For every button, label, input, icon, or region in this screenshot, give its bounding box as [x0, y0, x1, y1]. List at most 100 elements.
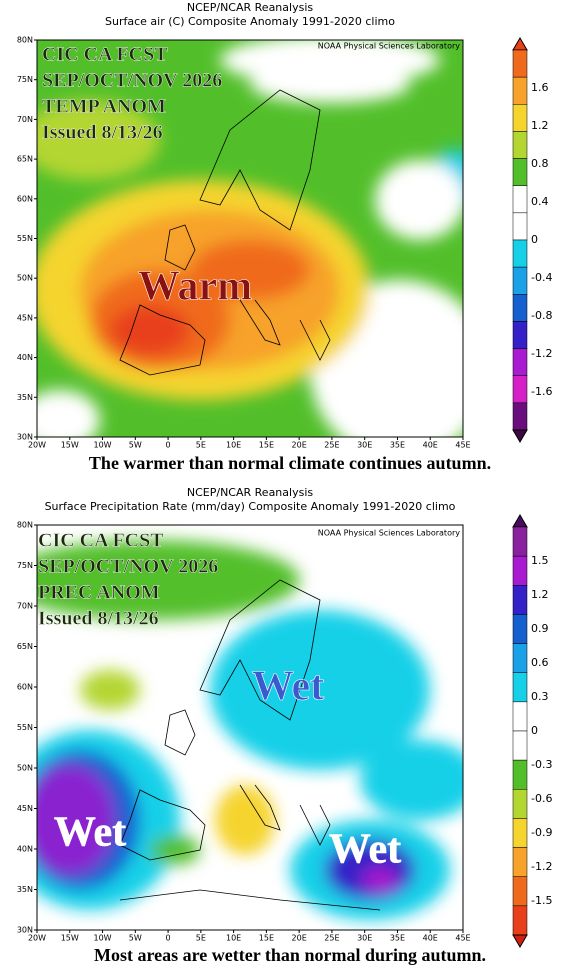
credit: NOAA Physical Sciences Laboratory [318, 42, 461, 51]
colorbar-segment [512, 185, 528, 214]
colorbar-label: -1.2 [531, 347, 552, 360]
lat-label: 70N [17, 115, 33, 124]
lat-label: 70N [17, 602, 33, 611]
colorbar-segment [512, 789, 528, 819]
lon-label: 0 [166, 441, 171, 450]
colorbar-segment [512, 49, 528, 78]
forecast-label: Issued 8/13/26 [42, 122, 163, 144]
colorbar-segment [512, 585, 528, 615]
lon-label: 30E [357, 441, 372, 450]
lat-label: 75N [17, 561, 33, 570]
lon-label: 35E [390, 934, 405, 943]
colorbar-segment [512, 701, 528, 732]
lon-label: 45E [455, 934, 470, 943]
colorbar-label: -0.9 [531, 826, 552, 839]
coastlines [119, 89, 381, 911]
lat-label: 35N [17, 393, 33, 402]
forecast-label: CIC CA FCST [38, 530, 164, 552]
lon-label: 5W [129, 934, 142, 943]
colorbar-label: 1.6 [531, 81, 549, 94]
lat-label: 45N [17, 313, 33, 322]
lat-label: 55N [17, 723, 33, 732]
colorbar-cap [512, 934, 528, 948]
colorbar-label: -1.2 [531, 860, 552, 873]
colorbar-cap [512, 37, 528, 51]
colorbar-segment [512, 104, 528, 132]
header: NCEP/NCAR Reanalysis [187, 486, 313, 499]
lon-label: 40E [423, 441, 438, 450]
lat-label: 60N [17, 683, 33, 692]
colorbar-segment [512, 847, 528, 877]
colorbar-segment [512, 239, 528, 268]
colorbar-label: -0.4 [531, 271, 552, 284]
lon-label: 25E [324, 934, 339, 943]
colorbar-label: 0.6 [531, 656, 549, 669]
lon-label: 20E [292, 441, 307, 450]
colorbar-label: 0.3 [531, 690, 549, 703]
lon-label: 25E [324, 441, 339, 450]
colorbar-segment [512, 131, 528, 159]
caption: Most areas are wetter than normal during… [94, 945, 486, 965]
colorbar-segment [512, 266, 528, 295]
caption: The warmer than normal climate continues… [89, 453, 491, 473]
colorbar-label: 0 [531, 724, 538, 737]
lat-label: 80N [17, 36, 33, 45]
colorbar-label: -0.6 [531, 792, 552, 805]
colorbar-cap [512, 429, 528, 443]
region-label: Wet [252, 664, 324, 710]
colorbar-label: 1.2 [531, 119, 549, 132]
colorbar-label: 0.4 [531, 195, 549, 208]
lat-label: 55N [17, 234, 33, 243]
lon-label: 10E [226, 441, 241, 450]
lon-label: 20E [292, 934, 307, 943]
colorbar-segment [512, 158, 528, 186]
colorbar-label: -1.5 [531, 894, 552, 907]
colorbar-label: 1.2 [531, 588, 549, 601]
lat-label: 30N [17, 433, 33, 442]
lon-label: 30E [357, 934, 372, 943]
forecast-label: PREC ANOM [38, 582, 160, 604]
lat-label: 45N [17, 804, 33, 813]
colorbar-segment [512, 643, 528, 673]
lat-label: 60N [17, 194, 33, 203]
credit: NOAA Physical Sciences Laboratory [318, 529, 461, 538]
colorbar-segment [512, 614, 528, 644]
colorbar-segment [512, 526, 528, 557]
lat-label: 80N [17, 521, 33, 530]
colorbar-label: -0.8 [531, 309, 552, 322]
temperature-map [37, 40, 463, 437]
lat-label: 40N [17, 353, 33, 362]
lon-label: 15E [259, 441, 274, 450]
colorbar-label: -1.6 [531, 385, 552, 398]
colorbar-segment [512, 818, 528, 848]
lat-label: 30N [17, 926, 33, 935]
lon-label: 10E [226, 934, 241, 943]
colorbar-segment [512, 294, 528, 322]
colorbar-segment [512, 876, 528, 907]
lon-label: 45E [455, 441, 470, 450]
colorbar-segment [512, 905, 528, 936]
colorbar-segment [512, 672, 528, 703]
lon-label: 10W [93, 934, 111, 943]
colorbar-segment [512, 555, 528, 586]
forecast-label: Issued 8/13/26 [38, 608, 159, 630]
lon-label: 10W [93, 441, 111, 450]
header: NCEP/NCAR Reanalysis [187, 1, 313, 14]
colorbar-label: 1.5 [531, 554, 549, 567]
colorbar-segment [512, 759, 528, 790]
lon-label: 35E [390, 441, 405, 450]
lon-label: 20W [28, 441, 46, 450]
colorbar-segment [512, 321, 528, 349]
region-label: Wet [54, 810, 126, 856]
colorbar-segment [512, 76, 528, 105]
region-label: Wet [329, 827, 401, 873]
header: Surface Precipitation Rate (mm/day) Comp… [45, 500, 456, 513]
colorbar-segment [512, 212, 528, 241]
forecast-label: CIC CA FCST [42, 44, 168, 66]
lat-label: 50N [17, 764, 33, 773]
lat-label: 65N [17, 155, 33, 164]
lon-label: 0 [166, 934, 171, 943]
lon-label: 5E [196, 934, 206, 943]
lat-label: 35N [17, 885, 33, 894]
